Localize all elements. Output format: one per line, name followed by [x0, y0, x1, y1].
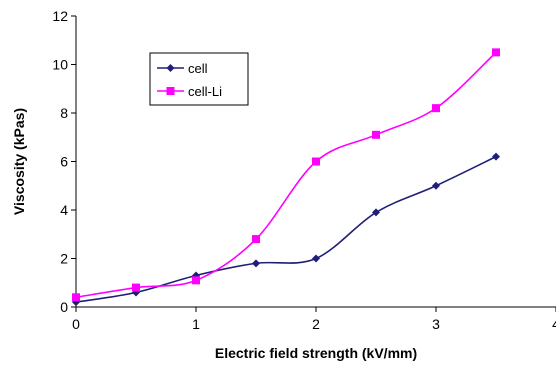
series-line-cell — [75, 155, 497, 303]
x-tick-label: 3 — [432, 316, 440, 332]
legend-marker-cell-li — [166, 87, 175, 95]
x-tick-label: 2 — [312, 316, 320, 332]
y-tick-label: 6 — [60, 154, 68, 170]
tick-marks: 02468101201234 — [52, 8, 556, 332]
x-tick-label: 1 — [192, 316, 200, 332]
y-tick-label: 2 — [60, 251, 68, 267]
data-point — [252, 235, 260, 244]
data-point — [432, 181, 440, 190]
data-point — [492, 152, 500, 161]
x-axis-title: Electric field strength (kV/mm) — [215, 345, 417, 361]
data-point — [492, 48, 500, 57]
legend-label-cell-li: cell-Li — [188, 84, 222, 99]
data-point — [372, 130, 380, 139]
data-point — [192, 276, 200, 285]
data-point — [72, 293, 80, 302]
y-axis-title: Viscosity (kPas) — [11, 108, 27, 215]
legend-box — [149, 52, 249, 106]
data-point — [312, 157, 320, 166]
data-point — [372, 208, 380, 217]
series-group — [72, 48, 500, 307]
legend-label-cell: cell — [188, 61, 208, 76]
y-tick-label: 0 — [60, 299, 68, 315]
y-tick-label: 12 — [52, 8, 68, 24]
x-tick-label: 4 — [552, 316, 556, 332]
data-point — [252, 259, 260, 268]
y-tick-label: 4 — [60, 202, 68, 218]
data-point — [132, 283, 140, 292]
legend-marker-cell — [166, 64, 175, 72]
data-point — [432, 104, 440, 113]
y-tick-label: 10 — [52, 57, 68, 73]
legend: cell cell-Li — [149, 52, 249, 106]
x-tick-label: 0 — [72, 316, 80, 332]
series-line-cell-li — [75, 51, 497, 299]
y-tick-label: 8 — [60, 105, 68, 121]
data-point — [312, 254, 320, 263]
